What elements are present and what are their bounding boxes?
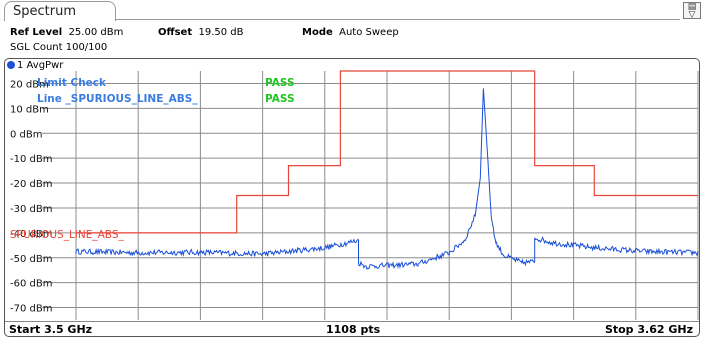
tab-strip-line xyxy=(116,19,680,20)
limit-check-title: Limit Check xyxy=(37,77,107,89)
sgl-count: SGL Count 100/100 xyxy=(10,42,108,53)
y-tick-label: 0 dBm xyxy=(10,129,43,140)
y-tick-label: -40 dBm xyxy=(10,229,52,240)
trace xyxy=(75,88,699,270)
stop-frequency: Stop 3.62 GHz xyxy=(604,323,693,336)
y-tick-label: -50 dBm xyxy=(10,254,52,265)
y-tick-label: -30 dBm xyxy=(10,204,52,215)
limit-check-status: PASS xyxy=(265,77,295,89)
trace-label: 1 AvgPwr xyxy=(7,60,63,71)
sweep-points: 1108 pts xyxy=(326,323,381,336)
y-tick-label: 20 dBm xyxy=(10,79,49,90)
limit-line-path xyxy=(76,70,698,234)
grid xyxy=(42,71,699,320)
ref-level: Ref Level 25.00 dBm xyxy=(10,27,124,38)
footer-bar: Start 3.5 GHz 1108 pts Stop 3.62 GHz xyxy=(5,321,699,337)
limit-line-label: SPURIOUS_LINE_ABS_ xyxy=(10,229,124,241)
y-tick-label: -10 dBm xyxy=(10,154,52,165)
limit-line xyxy=(76,70,698,234)
y-tick-label: -60 dBm xyxy=(10,279,52,290)
y-tick-label: -70 dBm xyxy=(10,304,52,315)
y-axis-labels: 20 dBm 10 dBm 0 dBm -10 dBm -20 dBm -30 dBm -4… xyxy=(10,79,52,314)
trace-1-avgpwr xyxy=(75,88,699,270)
tab-title: Spectrum xyxy=(13,4,76,19)
limit-line-check-label: Line _SPURIOUS_LINE_ABS_ xyxy=(37,93,198,105)
y-tick-label: 10 dBm xyxy=(10,104,49,115)
trace-dot-icon xyxy=(7,61,15,69)
y-tick-label: -20 dBm xyxy=(10,179,52,190)
menu-icon[interactable]: ▤ ▽ xyxy=(683,2,701,20)
limit-line-check-status: PASS xyxy=(265,93,295,105)
tab-spectrum[interactable]: Spectrum xyxy=(4,1,116,21)
sweep-mode: Mode Auto Sweep xyxy=(302,27,399,38)
offset: Offset 19.50 dB xyxy=(158,27,244,38)
chart-panel xyxy=(4,58,700,337)
start-frequency: Start 3.5 GHz xyxy=(9,323,93,336)
